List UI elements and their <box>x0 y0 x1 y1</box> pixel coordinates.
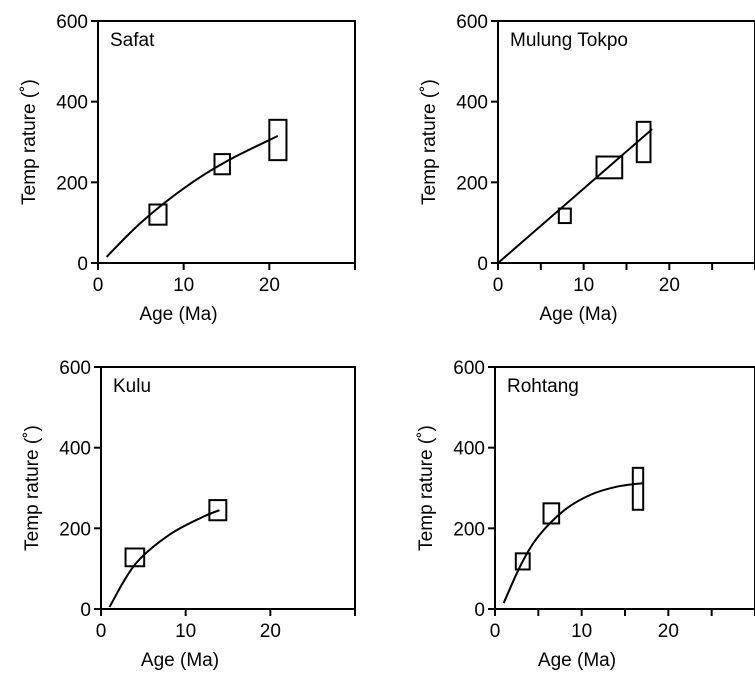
y-tick-label: 600 <box>59 358 91 379</box>
panel-rohtang: 0 200 400 600 0 10 20 Age (Ma) Temp rature (˚) Ro… <box>416 358 755 671</box>
x-axis-label: Age (Ma) <box>539 304 617 325</box>
x-tick-label: 20 <box>259 275 280 296</box>
panel-kulu: 0 200 400 600 0 10 20 Age (Ma) Temp rature (˚) Ku… <box>22 358 356 671</box>
x-axis-label: Age (Ma) <box>538 650 616 671</box>
x-tick-label: 10 <box>173 275 194 296</box>
y-axis-label: Temp rature (˚) <box>22 425 43 551</box>
panel-safat: 0 200 400 600 0 10 20 Age (Ma) Temp rature (˚) Sa… <box>19 12 356 325</box>
y-axis-label: Temp rature (˚) <box>416 425 437 551</box>
y-tick-label: 200 <box>456 173 488 194</box>
y-tick-label: 400 <box>453 439 485 460</box>
x-axis-label: Age (Ma) <box>139 304 217 325</box>
y-tick-label: 600 <box>56 12 88 33</box>
y-tick-label: 0 <box>77 254 88 275</box>
fit-curve <box>502 482 643 604</box>
data-box <box>208 499 228 522</box>
data-box <box>213 153 231 176</box>
panel-title: Rohtang <box>507 376 579 397</box>
y-tick-label: 400 <box>456 93 488 114</box>
plot-frame <box>100 366 356 610</box>
x-tick-label: 20 <box>658 621 679 642</box>
fit-curve <box>105 135 279 258</box>
y-tick-label: 200 <box>59 519 91 540</box>
panel-title: Safat <box>110 30 155 51</box>
y-tick-label: 600 <box>453 358 485 379</box>
panel-title: Mulung Tokpo <box>510 30 628 51</box>
y-tick-label: 600 <box>456 12 488 33</box>
y-tick-label: 400 <box>59 439 91 460</box>
x-tick-label: 10 <box>573 275 594 296</box>
data-box <box>595 155 624 180</box>
data-box <box>514 552 531 571</box>
y-axis-label: Temp rature (˚) <box>419 79 440 205</box>
y-tick-label: 0 <box>477 254 488 275</box>
y-tick-label: 0 <box>80 600 91 621</box>
data-box <box>124 547 146 568</box>
x-tick-label: 0 <box>96 621 107 642</box>
x-tick-label: 10 <box>571 621 592 642</box>
x-tick-label: 0 <box>493 275 504 296</box>
fit-curve <box>497 128 653 264</box>
y-tick-label: 200 <box>453 519 485 540</box>
y-tick-label: 400 <box>56 93 88 114</box>
x-tick-label: 0 <box>490 621 501 642</box>
data-box <box>542 502 561 525</box>
panel-title: Kulu <box>113 376 151 397</box>
plot-frame <box>97 20 356 264</box>
data-box <box>631 466 645 511</box>
x-tick-label: 20 <box>659 275 680 296</box>
plot-frame <box>497 20 755 264</box>
panel-mulung-tokpo: 0 200 400 600 0 10 20 Age (Ma) Temp rature (˚) Mu… <box>419 12 755 325</box>
x-tick-label: 20 <box>260 621 281 642</box>
y-tick-label: 0 <box>474 600 485 621</box>
data-box <box>557 207 572 225</box>
plot-frame <box>494 366 755 610</box>
data-box <box>635 120 652 164</box>
x-axis-label: Age (Ma) <box>141 650 219 671</box>
data-box <box>148 203 168 226</box>
y-tick-label: 200 <box>56 173 88 194</box>
x-tick-label: 0 <box>93 275 104 296</box>
y-axis-label: Temp rature (˚) <box>19 79 40 205</box>
data-box <box>268 118 288 162</box>
x-tick-label: 10 <box>175 621 196 642</box>
